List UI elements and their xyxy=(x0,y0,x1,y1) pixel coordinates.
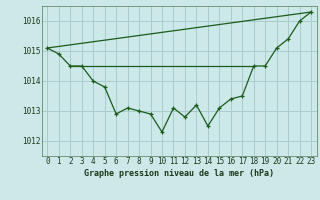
X-axis label: Graphe pression niveau de la mer (hPa): Graphe pression niveau de la mer (hPa) xyxy=(84,169,274,178)
